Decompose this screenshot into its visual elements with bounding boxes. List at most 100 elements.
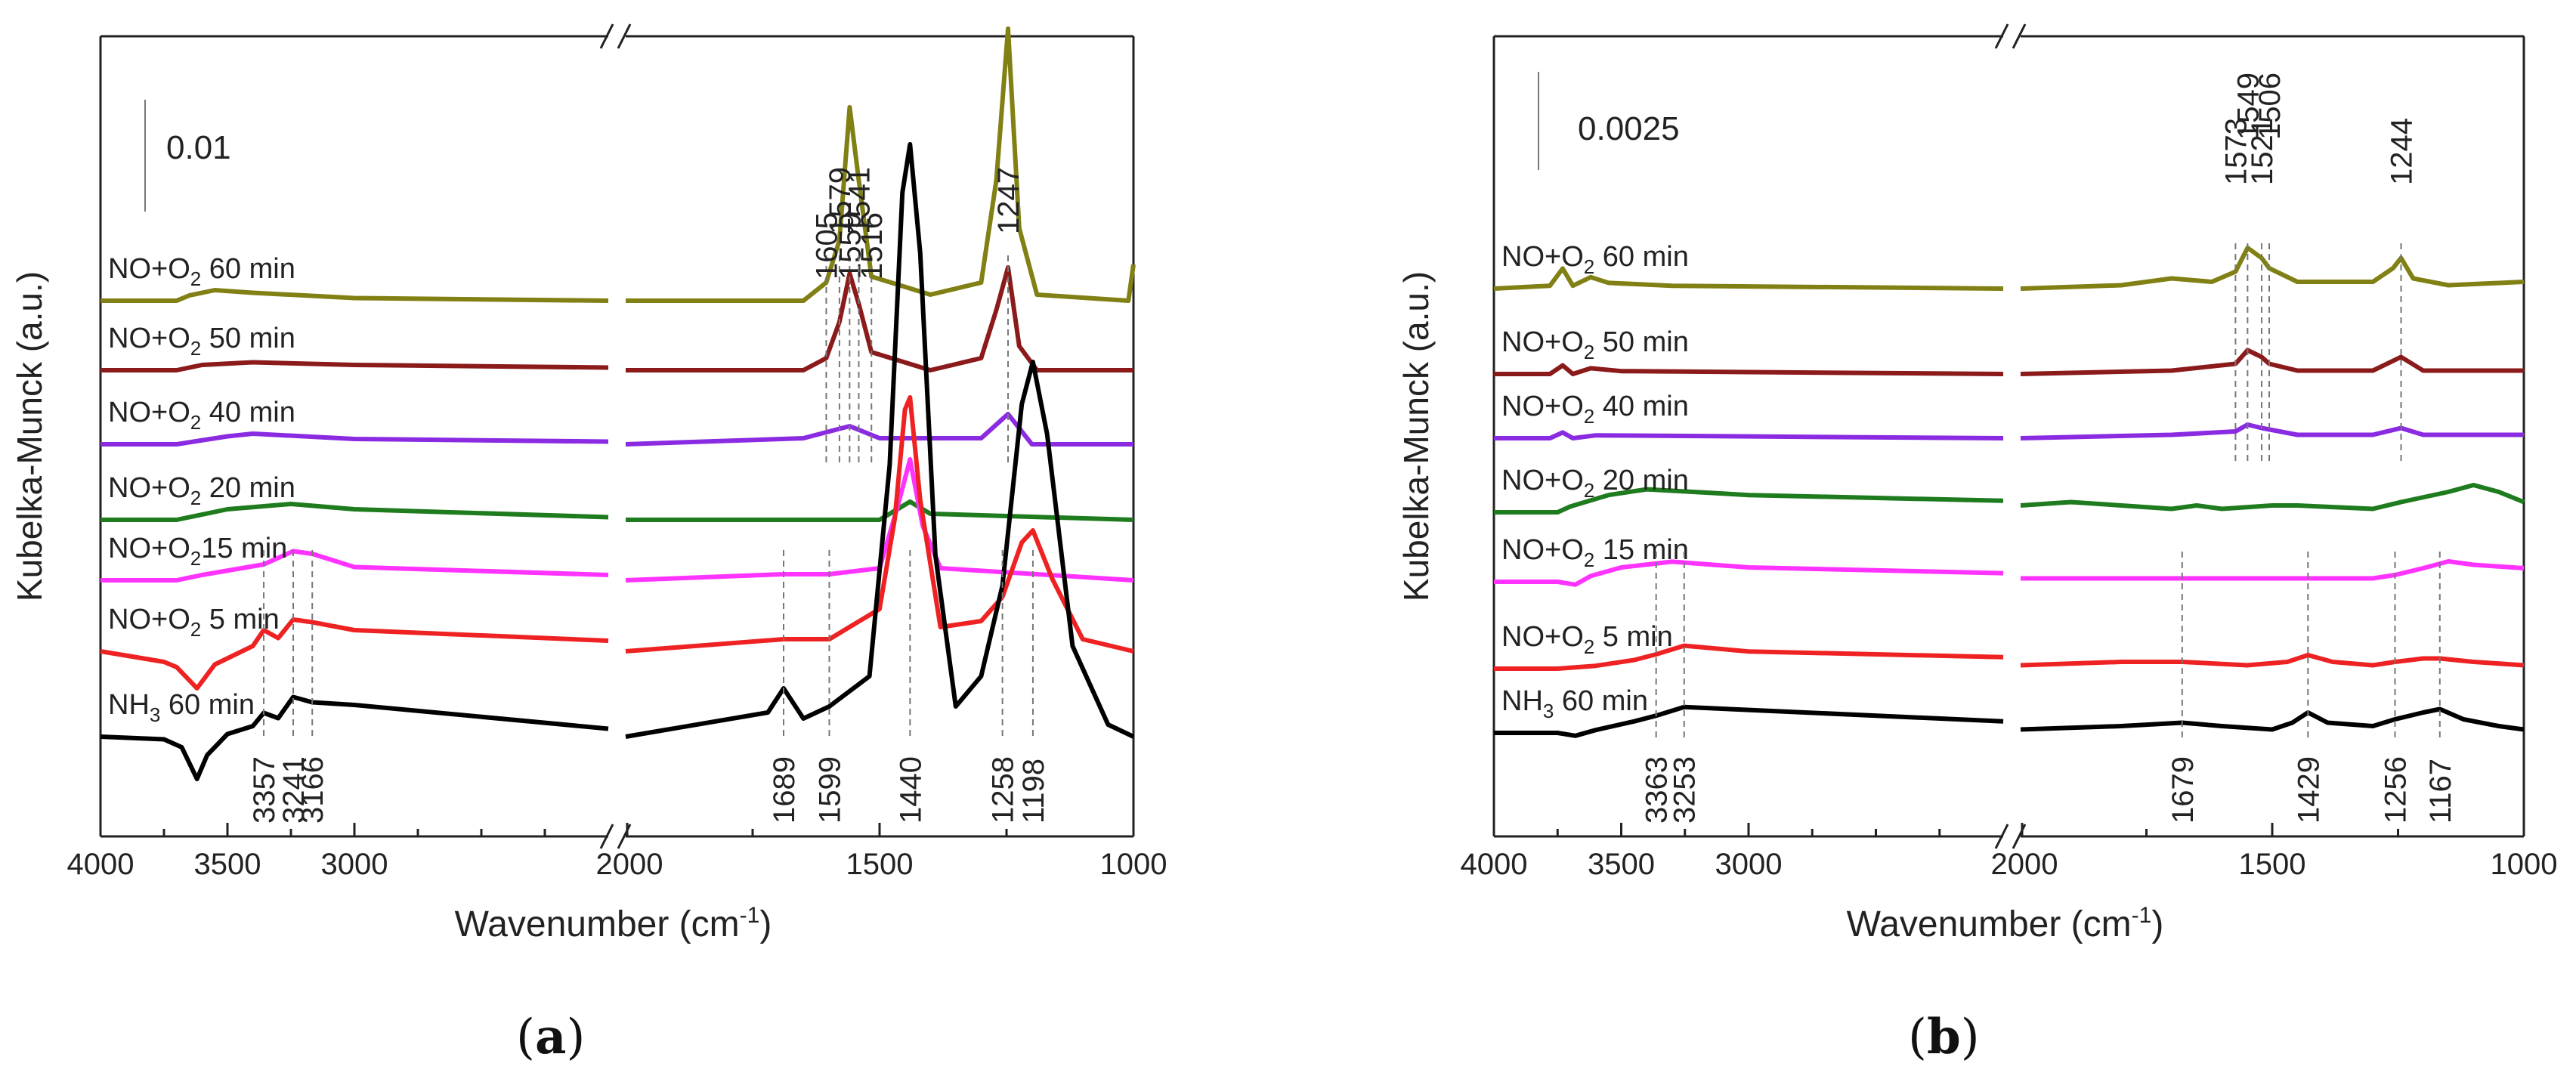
series-line-left-b bbox=[1494, 704, 2004, 738]
series-label-main: NH bbox=[1501, 685, 1543, 717]
x-tick-label-b: 3000 bbox=[1715, 848, 1783, 881]
peak-label-top-a: 1247 bbox=[992, 167, 1025, 234]
series-line-right-a bbox=[625, 142, 1135, 739]
peak-label-top-b: 1573 bbox=[2219, 118, 2253, 185]
series-line-right-a bbox=[626, 499, 1134, 522]
peak-label-bottom-a: 3357 bbox=[248, 756, 281, 824]
series-label-sub: 2 bbox=[1584, 405, 1594, 428]
series-label-sub: 2 bbox=[190, 618, 201, 641]
axis-break-mark-b bbox=[2012, 23, 2027, 49]
y-axis-title-a: Kubelka-Munck (a.u.) bbox=[10, 271, 49, 601]
series-label-tail: 60 min bbox=[201, 253, 295, 285]
series-label-a: NO+O2 60 min bbox=[108, 253, 295, 290]
series-label-main: NO+O bbox=[108, 472, 190, 504]
series-line-left-a bbox=[101, 431, 609, 447]
series-label-main: NO+O bbox=[1501, 241, 1584, 273]
x-axis-title-text: Wavenumber (cm bbox=[1847, 904, 2132, 944]
series-label-sub: 2 bbox=[190, 337, 201, 360]
peak-label-bottom-a: 3166 bbox=[296, 756, 329, 824]
series-label-tail: 15 min bbox=[201, 533, 287, 564]
series-label-a: NO+O2 5 min bbox=[108, 604, 280, 641]
x-tick-label-a: 3500 bbox=[194, 848, 261, 881]
series-label-a: NH3 60 min bbox=[108, 689, 255, 726]
x-tick-label-b: 3500 bbox=[1588, 848, 1655, 881]
peak-label-top-b: 1521 bbox=[2246, 118, 2279, 185]
series-label-main: NO+O bbox=[1501, 621, 1584, 653]
x-axis-title-a: Wavenumber (cm-1) bbox=[455, 903, 772, 944]
series-label-main: NO+O bbox=[1501, 534, 1584, 566]
series-label-sub: 2 bbox=[1584, 341, 1594, 363]
y-axis-title-b: Kubelka-Munck (a.u.) bbox=[1396, 271, 1436, 601]
axis-break-mark-b bbox=[1994, 824, 2009, 849]
x-tick-label-a: 1500 bbox=[846, 848, 914, 881]
series-label-main: NO+O bbox=[108, 604, 190, 635]
peak-label-bottom-a: 1440 bbox=[894, 756, 927, 824]
x-axis-title-text: Wavenumber (cm bbox=[455, 904, 740, 944]
series-line-right-a bbox=[625, 412, 1133, 447]
series-label-tail: 50 min bbox=[201, 323, 295, 354]
series-label-main: NH bbox=[108, 689, 150, 721]
series-line-left-a bbox=[101, 288, 609, 303]
series-label-sub: 3 bbox=[150, 703, 160, 726]
peak-label-bottom-a: 1689 bbox=[768, 756, 801, 824]
series-line-right-b bbox=[2020, 246, 2525, 291]
series-label-sub: 2 bbox=[190, 411, 201, 434]
series-line-right-b bbox=[2020, 706, 2525, 732]
series-label-tail: 60 min bbox=[160, 689, 255, 721]
series-label-main: NO+O bbox=[1501, 391, 1584, 422]
series-label-b: NH3 60 min bbox=[1501, 685, 1648, 722]
x-tick-label-b: 2000 bbox=[1991, 848, 2058, 881]
peak-label-bottom-a: 1198 bbox=[1017, 759, 1050, 824]
series-line-left-b bbox=[1494, 363, 2004, 376]
x-tick-label-b: 1000 bbox=[2491, 848, 2558, 881]
x-axis-title-sup: -1 bbox=[740, 903, 760, 928]
peak-label-top-a: 1579 bbox=[824, 167, 857, 234]
axis-break-mark-a bbox=[617, 23, 632, 49]
x-axis-title-b: Wavenumber (cm-1) bbox=[1847, 903, 2164, 944]
series-label-tail: 5 min bbox=[201, 604, 279, 635]
peak-label-top-b: 1506 bbox=[2253, 73, 2287, 140]
series-label-tail: 20 min bbox=[201, 472, 295, 504]
series-line-right-b bbox=[2020, 653, 2525, 668]
series-label-b: NO+O2 50 min bbox=[1501, 326, 1689, 363]
peak-label-bottom-a: 3241 bbox=[277, 756, 311, 824]
series-label-main: NO+O bbox=[108, 323, 190, 354]
series-label-sub: 2 bbox=[190, 487, 201, 509]
series-line-right-a bbox=[626, 265, 1133, 372]
series-label-main: NO+O bbox=[1501, 326, 1584, 358]
x-tick-label-a: 4000 bbox=[67, 848, 135, 881]
series-label-main: NO+O bbox=[108, 533, 190, 564]
series-label-a: NO+O2 50 min bbox=[108, 323, 295, 360]
series-label-b: NO+O2 20 min bbox=[1501, 465, 1689, 502]
series-label-main: NO+O bbox=[108, 397, 190, 428]
peak-label-bottom-b: 1256 bbox=[2380, 756, 2413, 824]
x-axis-title-close: ) bbox=[2151, 904, 2163, 944]
series-line-left-b bbox=[1494, 487, 2004, 515]
series-line-right-b bbox=[2021, 559, 2525, 581]
x-tick-label-b: 4000 bbox=[1461, 848, 1528, 881]
series-line-left-a bbox=[100, 617, 609, 691]
series-label-tail: 40 min bbox=[201, 397, 295, 428]
series-label-main: NO+O bbox=[108, 253, 190, 285]
series-line-right-b bbox=[2020, 422, 2524, 440]
peak-label-bottom-a: 1599 bbox=[813, 756, 846, 824]
x-tick-label-a: 1000 bbox=[1100, 848, 1167, 881]
panel-label-a: (a) bbox=[516, 1009, 586, 1065]
x-tick-label-b: 1500 bbox=[2239, 848, 2306, 881]
series-line-left-a bbox=[101, 502, 609, 522]
peak-label-bottom-b: 1167 bbox=[2424, 759, 2457, 824]
series-label-tail: 40 min bbox=[1594, 391, 1689, 422]
series-line-right-b bbox=[2020, 348, 2524, 376]
series-label-sub: 2 bbox=[1584, 549, 1594, 571]
peak-label-top-a: 1605 bbox=[810, 212, 843, 280]
x-axis-title-sup: -1 bbox=[2132, 903, 2152, 928]
series-line-left-b bbox=[1493, 266, 2004, 291]
peak-label-top-b: 1549 bbox=[2231, 73, 2265, 140]
series-label-tail: 60 min bbox=[1594, 241, 1689, 273]
peak-label-top-a: 1516 bbox=[855, 212, 889, 280]
scale-bar-label-a: 0.01 bbox=[166, 129, 231, 166]
series-label-b: NO+O2 5 min bbox=[1501, 621, 1673, 658]
series-label-tail: 60 min bbox=[1554, 685, 1648, 717]
axis-break-mark-a bbox=[599, 23, 614, 49]
